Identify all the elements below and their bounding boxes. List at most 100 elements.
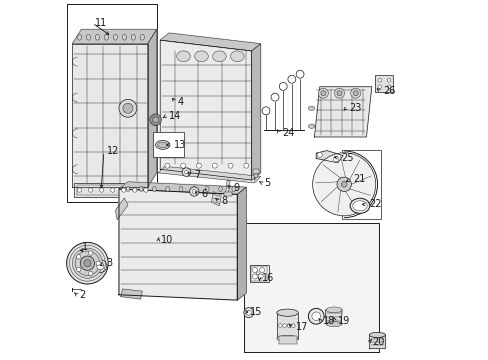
Circle shape [77,267,81,272]
Circle shape [244,308,253,318]
Ellipse shape [126,186,129,192]
Text: 25: 25 [341,153,353,163]
Polygon shape [314,87,371,137]
Polygon shape [72,44,147,187]
Circle shape [341,181,346,187]
Ellipse shape [218,186,222,192]
Circle shape [122,188,126,192]
Circle shape [291,324,294,327]
Circle shape [152,117,158,123]
Circle shape [192,189,196,194]
Bar [278,336,296,344]
Circle shape [312,153,375,216]
Ellipse shape [77,35,81,40]
Bar [153,132,183,157]
Polygon shape [160,40,251,180]
Bar [67,4,156,202]
Circle shape [119,99,137,117]
Circle shape [258,274,263,279]
Ellipse shape [231,186,235,192]
Text: 18: 18 [323,316,335,325]
Bar [342,150,380,219]
Circle shape [97,262,104,270]
Circle shape [88,271,93,276]
Text: 26: 26 [382,86,394,96]
Polygon shape [316,150,343,163]
Text: 19: 19 [337,316,349,325]
Polygon shape [72,30,156,44]
Circle shape [94,260,106,273]
Text: 6: 6 [201,189,207,199]
Text: 16: 16 [262,273,274,283]
Polygon shape [115,198,128,220]
Circle shape [287,75,295,83]
Circle shape [334,88,344,98]
Ellipse shape [165,186,169,192]
Text: 17: 17 [295,322,307,332]
Text: 1: 1 [82,242,88,252]
Ellipse shape [104,35,108,40]
Bar [249,265,268,282]
Circle shape [377,78,381,82]
Bar [253,169,258,174]
Circle shape [333,157,338,162]
Ellipse shape [176,51,190,62]
Bar [224,192,231,196]
Text: 4: 4 [178,97,183,107]
Circle shape [386,85,390,89]
Polygon shape [160,33,260,51]
Circle shape [259,267,264,273]
Text: 22: 22 [368,199,381,210]
Circle shape [317,152,322,157]
Ellipse shape [152,186,156,192]
Polygon shape [211,192,221,206]
Ellipse shape [308,106,314,111]
Ellipse shape [368,332,385,338]
Text: 15: 15 [249,307,262,317]
Circle shape [180,163,185,168]
Circle shape [377,85,381,89]
Bar [251,266,266,281]
Ellipse shape [230,51,244,62]
Circle shape [350,88,360,98]
Circle shape [318,88,328,98]
Circle shape [246,310,251,315]
Circle shape [311,312,320,320]
Text: 11: 11 [95,18,107,28]
Circle shape [189,187,199,196]
Circle shape [278,324,282,327]
Circle shape [308,309,324,324]
Bar [244,223,378,352]
Polygon shape [368,335,385,348]
Ellipse shape [325,321,341,327]
Circle shape [80,256,94,270]
Text: 20: 20 [371,337,384,347]
Ellipse shape [194,51,208,62]
Circle shape [83,260,91,267]
Text: 24: 24 [282,129,294,138]
Text: 5: 5 [264,178,270,188]
Ellipse shape [86,35,90,40]
Circle shape [352,91,357,96]
Ellipse shape [192,186,196,192]
Circle shape [270,93,278,101]
Ellipse shape [131,35,135,40]
Circle shape [336,91,341,96]
Circle shape [336,177,351,192]
Ellipse shape [352,201,366,211]
Polygon shape [225,180,230,194]
Bar [375,75,392,92]
Text: 13: 13 [174,140,186,150]
Ellipse shape [349,198,369,213]
Text: 10: 10 [161,235,173,245]
Circle shape [256,272,259,275]
Circle shape [253,174,258,178]
Circle shape [164,163,169,168]
Circle shape [320,91,325,96]
Ellipse shape [158,142,167,148]
Text: 14: 14 [168,111,181,121]
Polygon shape [251,44,260,180]
Circle shape [296,70,304,78]
Ellipse shape [95,35,100,40]
Text: 12: 12 [106,146,119,156]
